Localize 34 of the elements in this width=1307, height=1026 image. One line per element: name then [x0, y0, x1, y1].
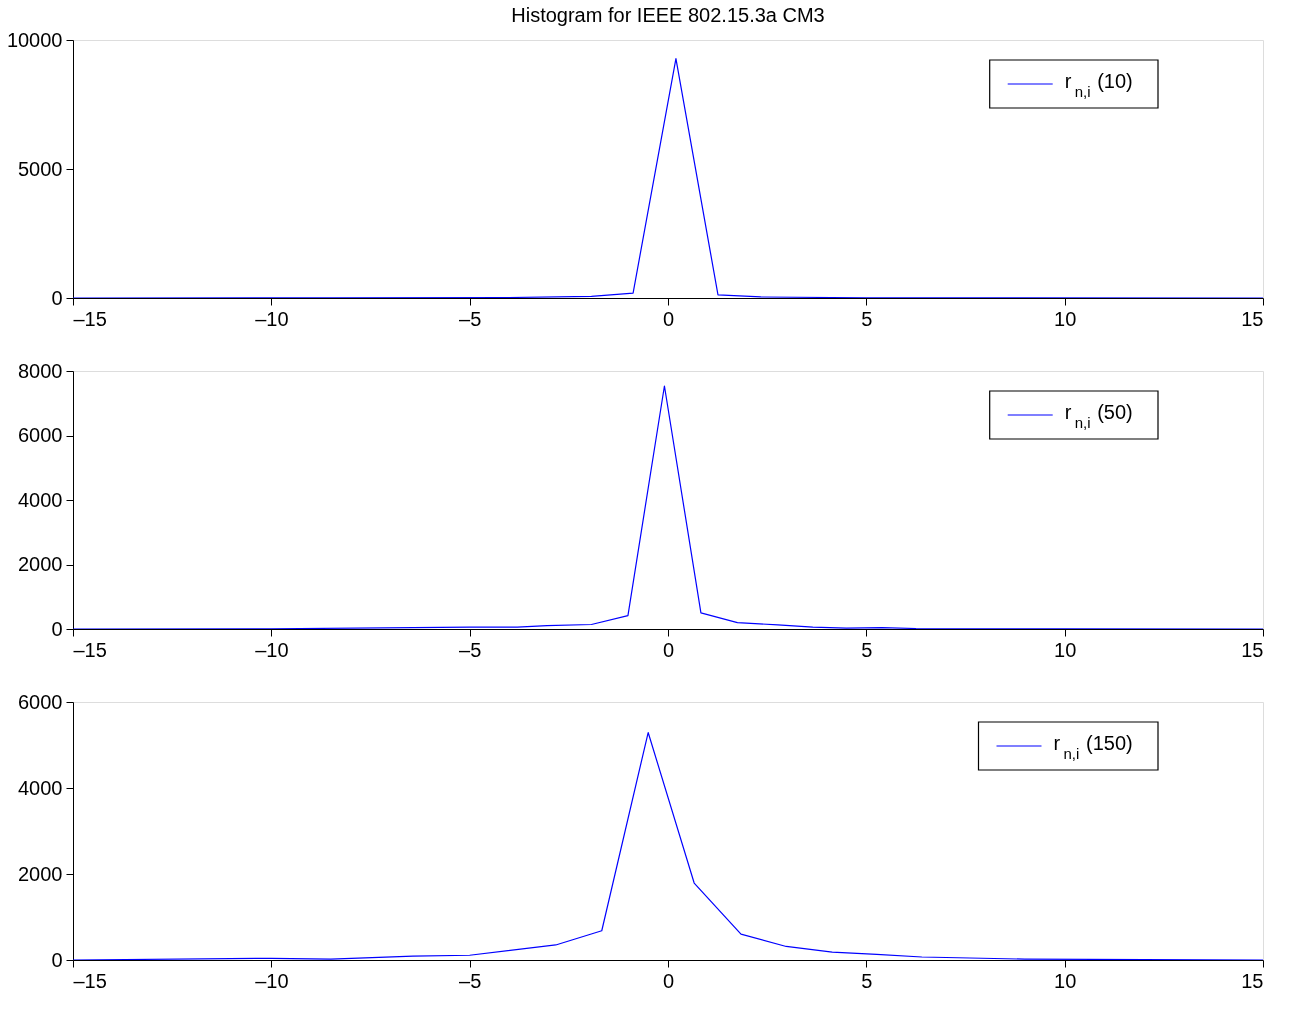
y-tick-label: 6000 — [18, 424, 63, 446]
y-tick-label: 2000 — [18, 862, 63, 885]
y-tick-label: 4000 — [18, 488, 63, 511]
x-tick-label: –10 — [255, 307, 289, 330]
x-tick-label: –10 — [255, 969, 289, 992]
y-tick-label: 6000 — [18, 690, 63, 713]
x-tick-label: –5 — [459, 638, 482, 661]
x-tick-label: 15 — [1241, 969, 1264, 992]
x-tick-label: –5 — [459, 969, 482, 992]
y-tick-label: 2000 — [18, 553, 63, 575]
x-tick-label: 15 — [1241, 307, 1264, 330]
x-tick-label: 10 — [1054, 638, 1077, 661]
chart-title: Histogram for IEEE 802.15.3a CM3 — [511, 4, 825, 26]
x-tick-label: 0 — [662, 638, 675, 661]
x-tick-label: 0 — [662, 307, 675, 330]
x-tick-label: –15 — [73, 638, 107, 661]
x-tick-label: 10 — [1054, 307, 1077, 330]
x-tick-label: 5 — [861, 638, 873, 661]
x-tick-label: 0 — [662, 969, 675, 992]
y-tick-label: 5000 — [18, 157, 63, 180]
x-tick-label: 5 — [861, 307, 873, 330]
x-tick-label: 15 — [1241, 638, 1264, 661]
y-tick-label: 4000 — [18, 776, 63, 799]
y-tick-label: 0 — [51, 286, 63, 309]
x-tick-label: 10 — [1054, 969, 1077, 992]
x-tick-label: 5 — [861, 969, 873, 992]
y-tick-label: 8000 — [18, 359, 63, 382]
y-tick-label: 0 — [51, 617, 63, 640]
x-tick-label: –10 — [255, 638, 289, 661]
x-tick-label: –15 — [73, 307, 107, 330]
y-tick-label: 10000 — [6, 28, 63, 51]
y-tick-label: 0 — [51, 948, 63, 971]
x-tick-label: –15 — [73, 969, 107, 992]
x-tick-label: –5 — [459, 307, 482, 330]
